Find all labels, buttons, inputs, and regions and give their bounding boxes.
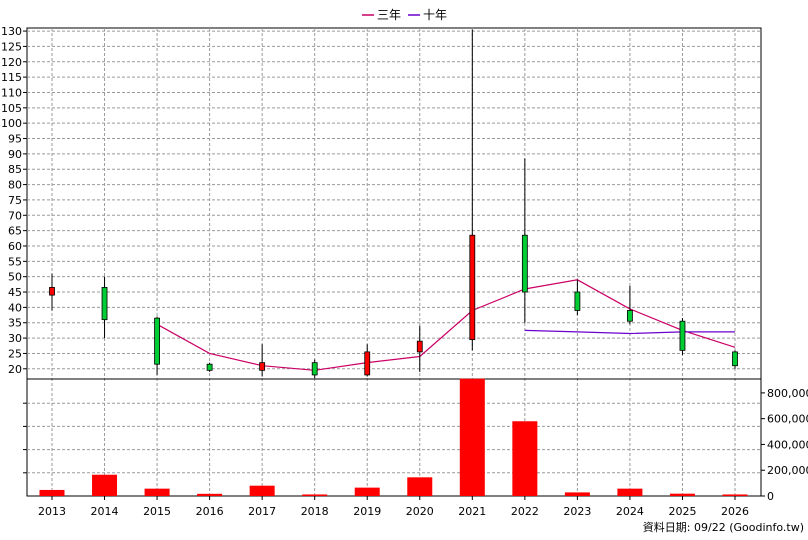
price-axis: 20 25 30 35 40 45 50 55 60 65 70 75 80 85 90 95 100 105 11…: [1, 25, 27, 376]
candle-body: [574, 291, 581, 311]
price-tick-label: 120: [1, 56, 22, 69]
price-tick-label: 40: [8, 301, 22, 314]
candle-body: [206, 363, 213, 371]
x-tick-label: 2013: [38, 505, 66, 518]
x-tick-label: 2025: [668, 505, 696, 518]
volume-tick-label: 400,000: [767, 438, 808, 451]
price-tick-label: 95: [8, 133, 22, 146]
ten-year-average-line: [524, 329, 735, 335]
moving-average-lines: [156, 279, 736, 371]
volume-bar: [459, 378, 485, 496]
volume-axis: 0 200,000 400,000 600,000 800,000: [23, 387, 808, 503]
price-tick-label: 80: [8, 179, 22, 192]
price-tick-label: 75: [8, 194, 22, 207]
price-tick-label: 60: [8, 240, 22, 253]
x-tick-label: 2014: [91, 505, 119, 518]
x-tick-label: 2016: [196, 505, 224, 518]
legend: 三年 十年: [362, 8, 447, 22]
price-tick-label: 45: [8, 286, 22, 299]
volume-bar: [144, 488, 170, 496]
price-tick-label: 85: [8, 163, 22, 176]
price-tick-label: 65: [8, 225, 22, 238]
x-tick-label: 2017: [248, 505, 276, 518]
candle-body: [469, 234, 476, 341]
volume-bar: [407, 477, 433, 496]
candle-body: [679, 320, 686, 351]
legend-three-year-label: 三年: [377, 8, 401, 22]
price-tick-label: 130: [1, 25, 22, 38]
volume-bar: [512, 421, 538, 496]
price-grid: [26, 27, 762, 497]
volume-bar: [722, 494, 748, 496]
volume-bar: [197, 493, 223, 496]
candle-body: [627, 310, 633, 322]
candle-body: [732, 351, 738, 367]
price-tick-label: 25: [8, 347, 22, 360]
candle-body: [101, 287, 108, 321]
x-tick-label: 2026: [721, 505, 749, 518]
candle-body: [416, 340, 423, 353]
volume-bar: [354, 487, 380, 496]
candle-body: [259, 362, 266, 371]
price-tick-label: 35: [8, 317, 22, 330]
volume-bar: [669, 493, 695, 496]
candle-body: [154, 317, 160, 365]
price-tick-label: 110: [1, 86, 22, 99]
data-date-footer: 資料日期: 09/22 (Goodinfo.tw): [643, 520, 804, 534]
x-tick-label: 2015: [143, 505, 171, 518]
volume-tick-label: 0: [767, 490, 774, 503]
volume-grid: [27, 378, 761, 474]
volume-bar: [302, 494, 328, 496]
price-tick-label: 55: [8, 255, 22, 268]
volume-bar: [39, 489, 65, 496]
price-tick-label: 125: [1, 40, 22, 53]
volume-bar: [617, 488, 643, 496]
price-tick-label: 20: [8, 363, 22, 376]
candlesticks: [49, 29, 738, 378]
x-axis: 2013 2014 2015 2016 2017 2018 2019 2020 2021 2022…: [38, 496, 749, 518]
price-tick-label: 30: [8, 332, 22, 345]
x-tick-label: 2023: [563, 505, 591, 518]
volume-bars: [39, 378, 748, 496]
x-tick-label: 2020: [406, 505, 434, 518]
candle-body: [49, 287, 55, 296]
x-tick-label: 2022: [511, 505, 539, 518]
plot-frame: [26, 27, 762, 497]
three-year-average-line: [156, 279, 736, 371]
volume-bar: [564, 492, 590, 496]
x-tick-label: 2021: [458, 505, 486, 518]
volume-tick-label: 800,000: [767, 387, 808, 400]
price-tick-label: 50: [8, 271, 22, 284]
x-tick-label: 2019: [353, 505, 381, 518]
price-tick-label: 115: [1, 71, 22, 84]
price-tick-label: 100: [1, 117, 22, 130]
volume-tick-label: 600,000: [767, 413, 808, 426]
candle-body: [521, 234, 528, 293]
x-tick-label: 2024: [616, 505, 644, 518]
x-tick-label: 2018: [301, 505, 329, 518]
volume-tick-label: 200,000: [767, 464, 808, 477]
legend-ten-year-label: 十年: [423, 8, 447, 22]
price-tick-label: 105: [1, 102, 22, 115]
price-tick-label: 70: [8, 209, 22, 222]
candle-body: [364, 351, 371, 376]
price-tick-label: 90: [8, 148, 22, 161]
candle-body: [311, 362, 318, 376]
volume-bar: [249, 485, 275, 496]
volume-bar: [92, 474, 118, 496]
